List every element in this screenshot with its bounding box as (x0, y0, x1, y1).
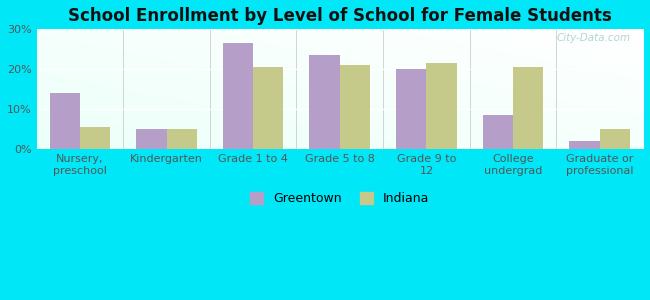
Bar (483, 115, 513, 149)
Bar (309, 55, 340, 149)
Bar (49, 93, 80, 149)
Bar (600, 129, 630, 149)
Bar (166, 129, 197, 149)
Bar (513, 67, 543, 149)
Bar (223, 43, 253, 149)
Bar (253, 67, 283, 149)
Bar (136, 129, 166, 149)
Bar (340, 65, 370, 149)
Bar (569, 141, 600, 149)
Bar (80, 127, 111, 149)
Bar (426, 63, 457, 149)
Legend: Greentown, Indiana: Greentown, Indiana (250, 192, 429, 205)
Bar (396, 69, 426, 149)
Text: City-Data.com: City-Data.com (557, 33, 631, 43)
Title: School Enrollment by Level of School for Female Students: School Enrollment by Level of School for… (68, 7, 612, 25)
